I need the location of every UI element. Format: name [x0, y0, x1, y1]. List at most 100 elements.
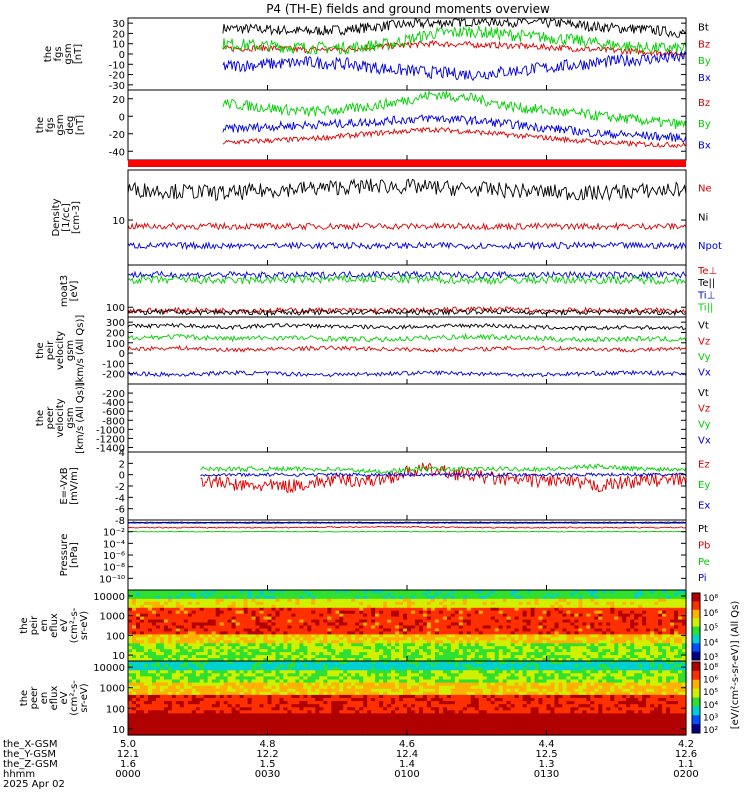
heatmap-cell — [546, 625, 552, 630]
heatmap-cell — [470, 646, 476, 650]
heatmap-cell — [486, 628, 492, 633]
heatmap-cell — [167, 610, 173, 615]
heatmap-cell — [403, 661, 408, 665]
heatmap-cell — [610, 613, 615, 618]
heatmap-cell — [458, 658, 464, 662]
heatmap-cell — [642, 655, 647, 659]
heatmap-cell — [359, 643, 364, 647]
heatmap-cell — [678, 616, 683, 621]
heatmap-cell — [538, 685, 544, 690]
heatmap-cell — [498, 643, 504, 647]
heatmap-cell — [243, 664, 249, 668]
heatmap-cell — [379, 601, 384, 606]
heatmap-cell — [510, 616, 516, 621]
heatmap-cell — [327, 652, 332, 656]
heatmap-cell — [155, 595, 161, 600]
heatmap-cell — [403, 679, 408, 684]
heatmap-cell — [442, 685, 448, 690]
heatmap-cell — [570, 646, 575, 650]
heatmap-cell — [450, 631, 456, 635]
heatmap-cell — [267, 634, 273, 638]
heatmap-cell — [478, 607, 484, 612]
heatmap-cell — [295, 607, 300, 612]
heatmap-cell — [171, 652, 177, 656]
heatmap-cell — [283, 655, 288, 659]
heatmap-cell — [490, 631, 496, 635]
heatmap-cell — [347, 631, 352, 635]
heatmap-cell — [163, 643, 169, 647]
heatmap-cell — [558, 590, 564, 594]
heatmap-cell — [510, 652, 516, 656]
heatmap-cell — [243, 670, 249, 674]
heatmap-cell — [343, 685, 348, 690]
heatmap-cell — [514, 679, 520, 684]
heatmap-cell — [403, 664, 408, 668]
heatmap-cell — [602, 661, 607, 665]
heatmap-cell — [275, 655, 281, 659]
heatmap-cell — [415, 658, 420, 662]
heatmap-cell — [590, 658, 595, 662]
heatmap-cell — [140, 676, 145, 681]
heatmap-cell — [642, 670, 647, 674]
heatmap-cell — [634, 637, 639, 641]
heatmap-cell — [602, 607, 607, 612]
heatmap-cell — [478, 682, 484, 687]
heatmap-cell — [259, 667, 265, 671]
heatmap-cell — [582, 670, 587, 674]
heatmap-cell — [311, 652, 316, 656]
heatmap-cell — [642, 643, 647, 647]
heatmap-cell — [462, 598, 468, 603]
heatmap-cell — [283, 604, 288, 609]
y-tick-label: -40 — [109, 147, 125, 158]
heatmap-cell — [426, 658, 432, 662]
heatmap-cell — [642, 658, 647, 662]
heatmap-cell — [446, 610, 452, 615]
heatmap-cell — [562, 652, 567, 656]
heatmap-cell — [542, 622, 548, 627]
heatmap-cell — [128, 652, 133, 656]
heatmap-cell — [399, 658, 404, 662]
heatmap-cell — [128, 625, 133, 630]
heatmap-cell — [299, 604, 304, 609]
heatmap-cell — [251, 637, 257, 641]
heatmap-cell — [271, 631, 277, 635]
heatmap-cell — [466, 664, 472, 668]
heatmap-cell — [323, 661, 328, 665]
heatmap-cell — [143, 610, 149, 615]
heatmap-cell — [403, 652, 408, 656]
heatmap-cell — [255, 607, 261, 612]
heatmap-cell — [630, 625, 635, 630]
heatmap-cell — [295, 649, 300, 653]
legend-Vt: Vt — [698, 321, 709, 332]
heatmap-cell — [227, 598, 233, 603]
heatmap-cell — [303, 664, 308, 668]
heatmap-cell — [415, 613, 420, 618]
heatmap-cell — [335, 646, 340, 650]
heatmap-cell — [371, 646, 376, 650]
heatmap-cell — [426, 670, 432, 674]
heatmap-cell — [163, 667, 169, 671]
heatmap-cell — [363, 670, 368, 674]
heatmap-cell — [315, 631, 320, 635]
heatmap-cell — [590, 643, 595, 647]
heatmap-cell — [450, 598, 456, 603]
heatmap-cell — [179, 658, 185, 662]
heatmap-cell — [207, 625, 213, 630]
heatmap-cell — [147, 613, 153, 618]
heatmap-cell — [243, 667, 249, 671]
heatmap-cell — [446, 637, 452, 641]
heatmap-cell — [614, 661, 619, 665]
heatmap-cell — [255, 670, 261, 674]
heatmap-cell — [263, 643, 269, 647]
heatmap-cell — [371, 679, 376, 684]
heatmap-cell — [510, 640, 516, 644]
heatmap-cell — [674, 664, 679, 668]
heatmap-cell — [662, 634, 667, 638]
heatmap-cell — [315, 625, 320, 630]
heatmap-cell — [602, 637, 607, 641]
heatmap-cell — [458, 593, 464, 597]
heatmap-cell — [191, 679, 197, 684]
heatmap-cell — [610, 593, 615, 597]
heatmap-cell — [283, 610, 288, 615]
heatmap-cell — [271, 643, 277, 647]
